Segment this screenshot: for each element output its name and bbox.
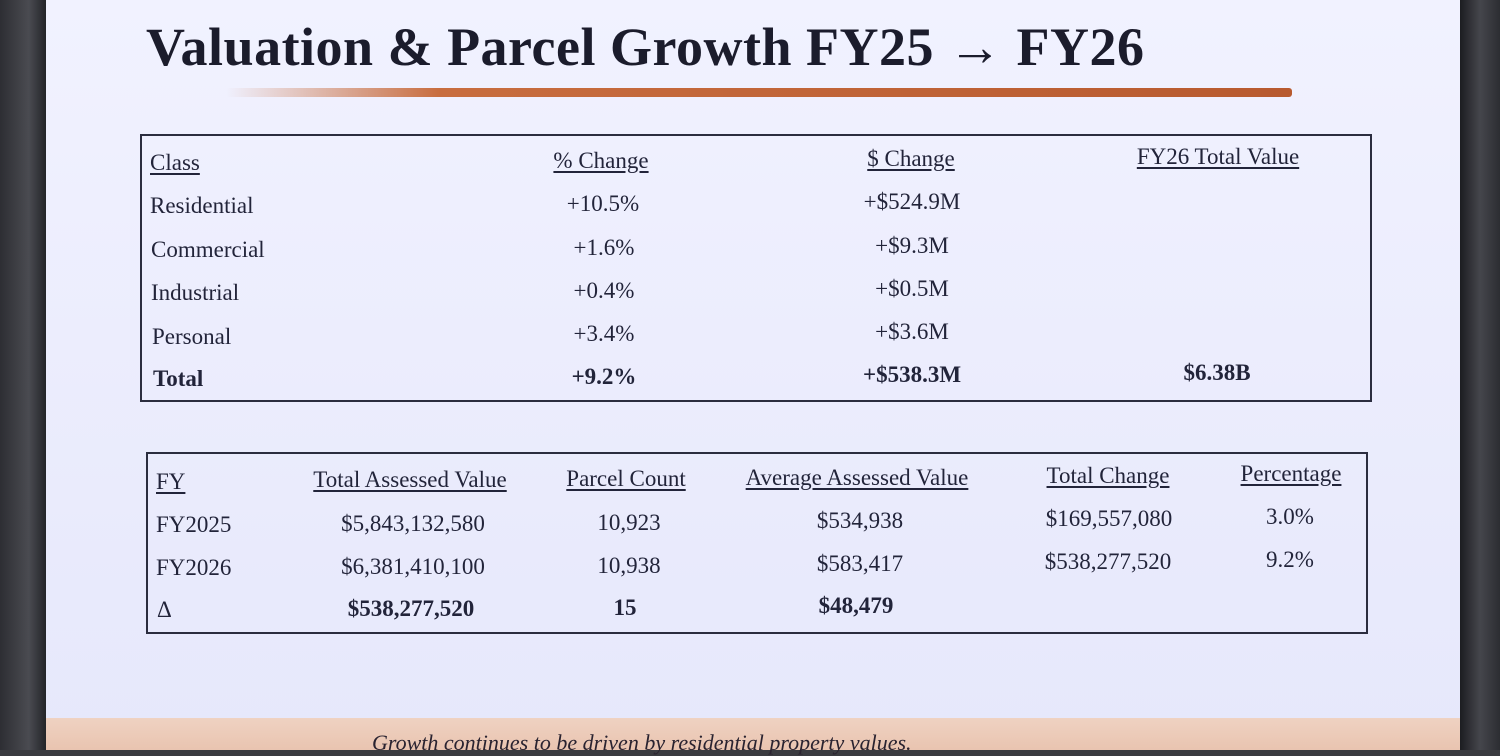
class-cell-commercial: Commercial bbox=[151, 237, 265, 262]
dollar-change-header: $ Change bbox=[867, 146, 955, 171]
slide-title: Valuation & Parcel Growth FY25 → FY26 bbox=[146, 17, 1145, 77]
avg-cell-2025: $534,938 bbox=[816, 508, 904, 533]
title-underline-rule bbox=[226, 88, 1292, 97]
class-cell-industrial: Industrial bbox=[151, 280, 240, 305]
tav-cell-delta: $538,277,520 bbox=[347, 596, 475, 621]
total-change-header: Total Change bbox=[1046, 463, 1170, 488]
pct-cell-personal: +3.4% bbox=[573, 321, 635, 346]
percentage-header: Percentage bbox=[1240, 461, 1342, 486]
avg-cell-2026: $583,417 bbox=[816, 551, 904, 576]
fy26-total-value-cell: $6.38B bbox=[1183, 360, 1251, 385]
parcel-count-header: Parcel Count bbox=[566, 466, 686, 491]
count-cell-2025: 10,923 bbox=[597, 510, 661, 535]
change-cell-2025: $169,557,080 bbox=[1045, 506, 1173, 531]
pct-cell-total: +9.2% bbox=[571, 364, 637, 389]
fy-cell-2025: FY2025 bbox=[156, 512, 232, 537]
class-cell-total: Total bbox=[153, 366, 204, 391]
dollar-cell-personal: +$3.6M bbox=[875, 319, 949, 344]
pct-cell-2025: 3.0% bbox=[1266, 504, 1314, 529]
slide-caption: Growth continues to be driven by residen… bbox=[372, 730, 912, 755]
pct-cell-industrial: +0.4% bbox=[573, 278, 635, 303]
average-assessed-value-header: Average Assessed Value bbox=[745, 465, 969, 490]
pct-cell-2026: 9.2% bbox=[1266, 547, 1314, 572]
tav-cell-2026: $6,381,410,100 bbox=[341, 554, 485, 579]
tav-cell-2025: $5,843,132,580 bbox=[341, 511, 485, 536]
fy26-total-value-header: FY26 Total Value bbox=[1136, 144, 1300, 169]
presentation-slide: Valuation & Parcel Growth FY25 → FY26 Cl… bbox=[46, 0, 1460, 750]
caption-bar bbox=[46, 718, 1460, 750]
dollar-cell-commercial: +$9.3M bbox=[875, 233, 949, 258]
screen-bezel-right bbox=[1460, 0, 1500, 750]
fy-cell-delta: Δ bbox=[157, 597, 172, 622]
class-change-table bbox=[140, 134, 1372, 402]
count-cell-2026: 10,938 bbox=[597, 553, 661, 578]
pct-cell-commercial: +1.6% bbox=[573, 235, 635, 260]
fy-header: FY bbox=[156, 469, 186, 494]
count-cell-delta: 15 bbox=[613, 595, 637, 620]
class-header: Class bbox=[150, 150, 200, 175]
fiscal-year-table bbox=[146, 452, 1368, 634]
class-cell-residential: Residential bbox=[150, 193, 254, 218]
class-cell-personal: Personal bbox=[152, 324, 232, 349]
fy-cell-2026: FY2026 bbox=[156, 555, 232, 580]
avg-cell-delta: $48,479 bbox=[818, 593, 894, 618]
dollar-cell-residential: +$524.9M bbox=[863, 189, 961, 214]
dollar-cell-industrial: +$0.5M bbox=[875, 276, 949, 301]
screen-bezel-left bbox=[0, 0, 48, 750]
change-cell-2026: $538,277,520 bbox=[1044, 549, 1172, 574]
pct-cell-residential: +10.5% bbox=[566, 191, 640, 216]
total-assessed-value-header: Total Assessed Value bbox=[313, 467, 507, 492]
dollar-cell-total: +$538.3M bbox=[862, 362, 962, 387]
pct-change-header: % Change bbox=[553, 148, 649, 173]
